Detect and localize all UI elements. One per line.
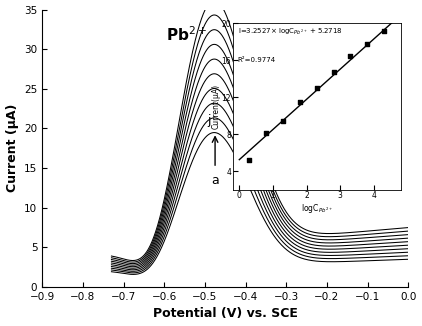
Text: a: a <box>211 174 219 187</box>
X-axis label: Potential (V) vs. SCE: Potential (V) vs. SCE <box>153 307 298 320</box>
Text: j: j <box>207 114 211 127</box>
Text: Pb$^{2+}$: Pb$^{2+}$ <box>166 25 207 44</box>
Y-axis label: Current (μA): Current (μA) <box>5 104 19 192</box>
